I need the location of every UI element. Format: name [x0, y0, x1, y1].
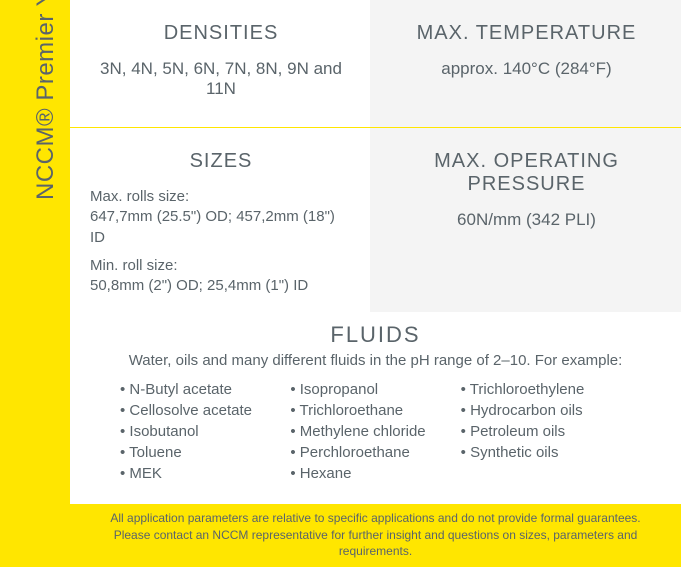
sidebar: NCCM® Premier Yellow: [0, 0, 70, 567]
fluid-item: • Methylene chloride: [290, 421, 460, 442]
sizes-min-label: Min. roll size:: [90, 256, 352, 276]
fluids-col-2: • Isopropanol • Trichloroethane • Methyl…: [290, 379, 460, 484]
footer-line-2: Please contact an NCCM representative fo…: [90, 527, 661, 559]
fluid-item: • Isobutanol: [120, 421, 290, 442]
fluid-item: • MEK: [120, 463, 290, 484]
fluid-item: • Trichloroethylene: [461, 379, 631, 400]
fluids-col-1: • N-Butyl acetate • Cellosolve acetate •…: [120, 379, 290, 484]
footer-line-1: All application parameters are relative …: [90, 510, 661, 526]
max-pressure-header: MAX. OPERATING PRESSURE: [390, 150, 663, 196]
spec-grid: DENSITIES 3N, 4N, 5N, 6N, 7N, 8N, 9N and…: [70, 0, 681, 312]
sizes-header: SIZES: [90, 150, 352, 173]
fluid-item: • Trichloroethane: [290, 400, 460, 421]
fluid-item: • Toluene: [120, 442, 290, 463]
fluid-item: • Synthetic oils: [461, 442, 631, 463]
fluid-item: • Hexane: [290, 463, 460, 484]
sizes-max-value: 647,7mm (25.5") OD; 457,2mm (18") ID: [90, 207, 352, 248]
fluid-item: • Petroleum oils: [461, 421, 631, 442]
cell-sizes: SIZES Max. rolls size: 647,7mm (25.5") O…: [70, 128, 370, 312]
sizes-min-value: 50,8mm (2") OD; 25,4mm (1") ID: [90, 276, 352, 296]
fluid-item: • Cellosolve acetate: [120, 400, 290, 421]
cell-max-temp: MAX. TEMPERATURE approx. 140°C (284°F): [370, 0, 681, 128]
max-temp-value: approx. 140°C (284°F): [390, 59, 663, 79]
densities-header: DENSITIES: [90, 22, 352, 45]
product-name: NCCM® Premier Yellow: [32, 0, 60, 200]
content-area: DENSITIES 3N, 4N, 5N, 6N, 7N, 8N, 9N and…: [70, 0, 681, 567]
footer-disclaimer: All application parameters are relative …: [70, 504, 681, 567]
max-pressure-value: 60N/mm (342 PLI): [390, 210, 663, 230]
fluids-columns: • N-Butyl acetate • Cellosolve acetate •…: [100, 379, 651, 484]
fluids-section: FLUIDS Water, oils and many different fl…: [70, 312, 681, 492]
fluid-item: • Hydrocarbon oils: [461, 400, 631, 421]
cell-max-pressure: MAX. OPERATING PRESSURE 60N/mm (342 PLI): [370, 128, 681, 312]
fluids-col-3: • Trichloroethylene • Hydrocarbon oils •…: [461, 379, 631, 484]
densities-value: 3N, 4N, 5N, 6N, 7N, 8N, 9N and 11N: [90, 59, 352, 99]
fluid-item: • N-Butyl acetate: [120, 379, 290, 400]
sizes-max-label: Max. rolls size:: [90, 187, 352, 207]
fluids-subtitle: Water, oils and many different fluids in…: [100, 352, 651, 369]
fluids-title: FLUIDS: [100, 322, 651, 348]
cell-densities: DENSITIES 3N, 4N, 5N, 6N, 7N, 8N, 9N and…: [70, 0, 370, 128]
sizes-body: Max. rolls size: 647,7mm (25.5") OD; 457…: [90, 187, 352, 296]
fluid-item: • Perchloroethane: [290, 442, 460, 463]
max-temp-header: MAX. TEMPERATURE: [390, 22, 663, 45]
fluid-item: • Isopropanol: [290, 379, 460, 400]
